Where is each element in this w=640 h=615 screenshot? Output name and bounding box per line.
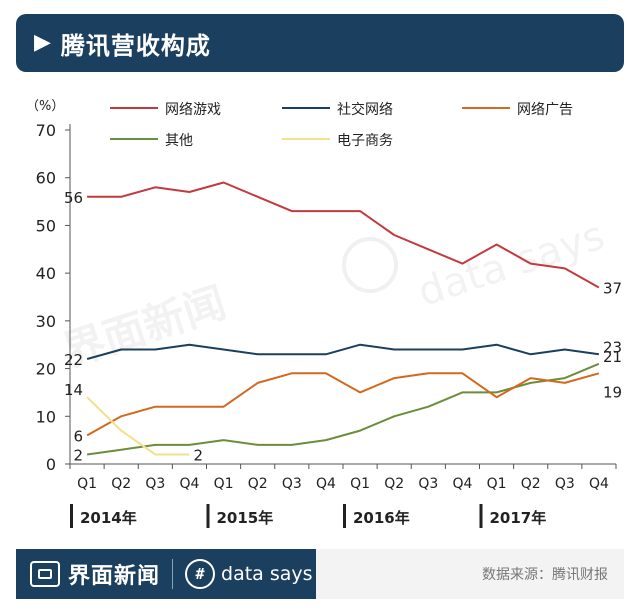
x-tick-label: Q2 — [384, 476, 404, 492]
x-tick-label: Q4 — [179, 476, 199, 492]
data-label: 14 — [64, 381, 83, 399]
y-unit-label: （%） — [26, 99, 64, 114]
series-line — [86, 372, 600, 437]
axes: 0 10 20 30 40 50 60 70 （%） Q1 Q2 Q3 Q4 Q1 Q2 Q3 Q4 Q1 Q2 Q3… — [26, 99, 617, 528]
series-line — [86, 343, 600, 360]
watermark-right: data says — [413, 213, 610, 316]
x-tick-label: Q3 — [418, 476, 438, 492]
y-tick-label: 10 — [36, 407, 56, 426]
x-tick-label: Q2 — [248, 476, 268, 492]
year-separator — [70, 504, 73, 528]
data-label: 19 — [603, 383, 622, 401]
x-tick-label: Q2 — [521, 476, 541, 492]
y-tick-label: 40 — [36, 264, 56, 283]
line-chart: 界面新闻 data says 0 10 20 30 40 50 60 70 （%） Q1 Q2 Q3 Q… — [26, 99, 622, 528]
data-labels: 56 37 22 23 6 19 2 21 14 2 — [64, 189, 622, 465]
x-tick-label: Q1 — [350, 476, 370, 492]
year-separator — [479, 504, 483, 528]
data-label: 2 — [74, 446, 84, 464]
play-arrow-icon: ▶ — [34, 30, 51, 55]
legend-label: 网络广告 — [517, 102, 573, 118]
series-line — [87, 181, 600, 289]
year-label: 2017年 — [490, 509, 547, 527]
footer-source: 数据来源：腾讯财报 — [316, 549, 624, 599]
data-label: 37 — [603, 279, 622, 297]
series-line — [86, 396, 190, 456]
year-separator — [206, 504, 210, 528]
data-says-logo: # data says — [185, 559, 313, 589]
x-tick-label: Q3 — [282, 476, 302, 492]
y-tick-label: 20 — [36, 360, 56, 379]
data-says-text: data says — [221, 563, 313, 585]
year-label: 2015年 — [217, 509, 274, 527]
source-text: 数据来源：腾讯财报 — [482, 567, 608, 583]
data-label: 22 — [64, 351, 83, 369]
data-label: 21 — [603, 348, 622, 366]
data-label: 23 — [603, 338, 622, 356]
year-label: 2014年 — [80, 509, 137, 527]
x-tick-label: Q4 — [316, 476, 336, 492]
title-bar: ▶ 腾讯营收构成 — [16, 14, 624, 72]
watermark-circle — [342, 237, 398, 293]
x-tick-label: Q3 — [145, 476, 165, 492]
legend-label: 社交网络 — [337, 101, 393, 118]
watermark-left: 界面新闻 — [57, 278, 232, 377]
y-tick-label: 70 — [36, 121, 56, 140]
series-line — [86, 362, 600, 456]
legend-label: 网络游戏 — [165, 102, 221, 118]
y-tick-label: 60 — [36, 169, 56, 188]
legend-label: 其他 — [165, 133, 193, 149]
data-label: 6 — [74, 427, 84, 445]
legend-label: 电子商务 — [337, 133, 393, 149]
y-tick-label: 0 — [46, 455, 56, 474]
jiemian-logo-icon — [30, 561, 60, 587]
x-tick-label: Q2 — [111, 476, 131, 492]
footer: 界面新闻 # data says 数据来源：腾讯财报 — [16, 549, 624, 599]
jiemian-logo-text: 界面新闻 — [68, 564, 161, 589]
year-label: 2016年 — [353, 509, 410, 527]
x-tick-label: Q1 — [77, 476, 97, 492]
x-tick-label: Q4 — [589, 476, 609, 492]
x-tick-label: Q1 — [487, 476, 507, 492]
footer-divider — [172, 559, 174, 589]
series-lines — [86, 181, 600, 456]
page-title: 腾讯营收构成 — [60, 31, 211, 60]
footer-brand-bar: 界面新闻 # data says — [16, 549, 316, 599]
y-tick-label: 30 — [36, 312, 56, 331]
data-label: 56 — [64, 189, 83, 207]
x-tick-label: Q1 — [214, 476, 234, 492]
data-says-icon: # — [185, 559, 216, 589]
jiemian-logo: 界面新闻 — [30, 558, 160, 590]
data-label: 2 — [193, 446, 203, 464]
y-tick-label: 50 — [36, 216, 56, 235]
year-separator — [343, 504, 346, 528]
x-tick-label: Q4 — [452, 476, 472, 492]
x-tick-label: Q3 — [555, 476, 575, 492]
